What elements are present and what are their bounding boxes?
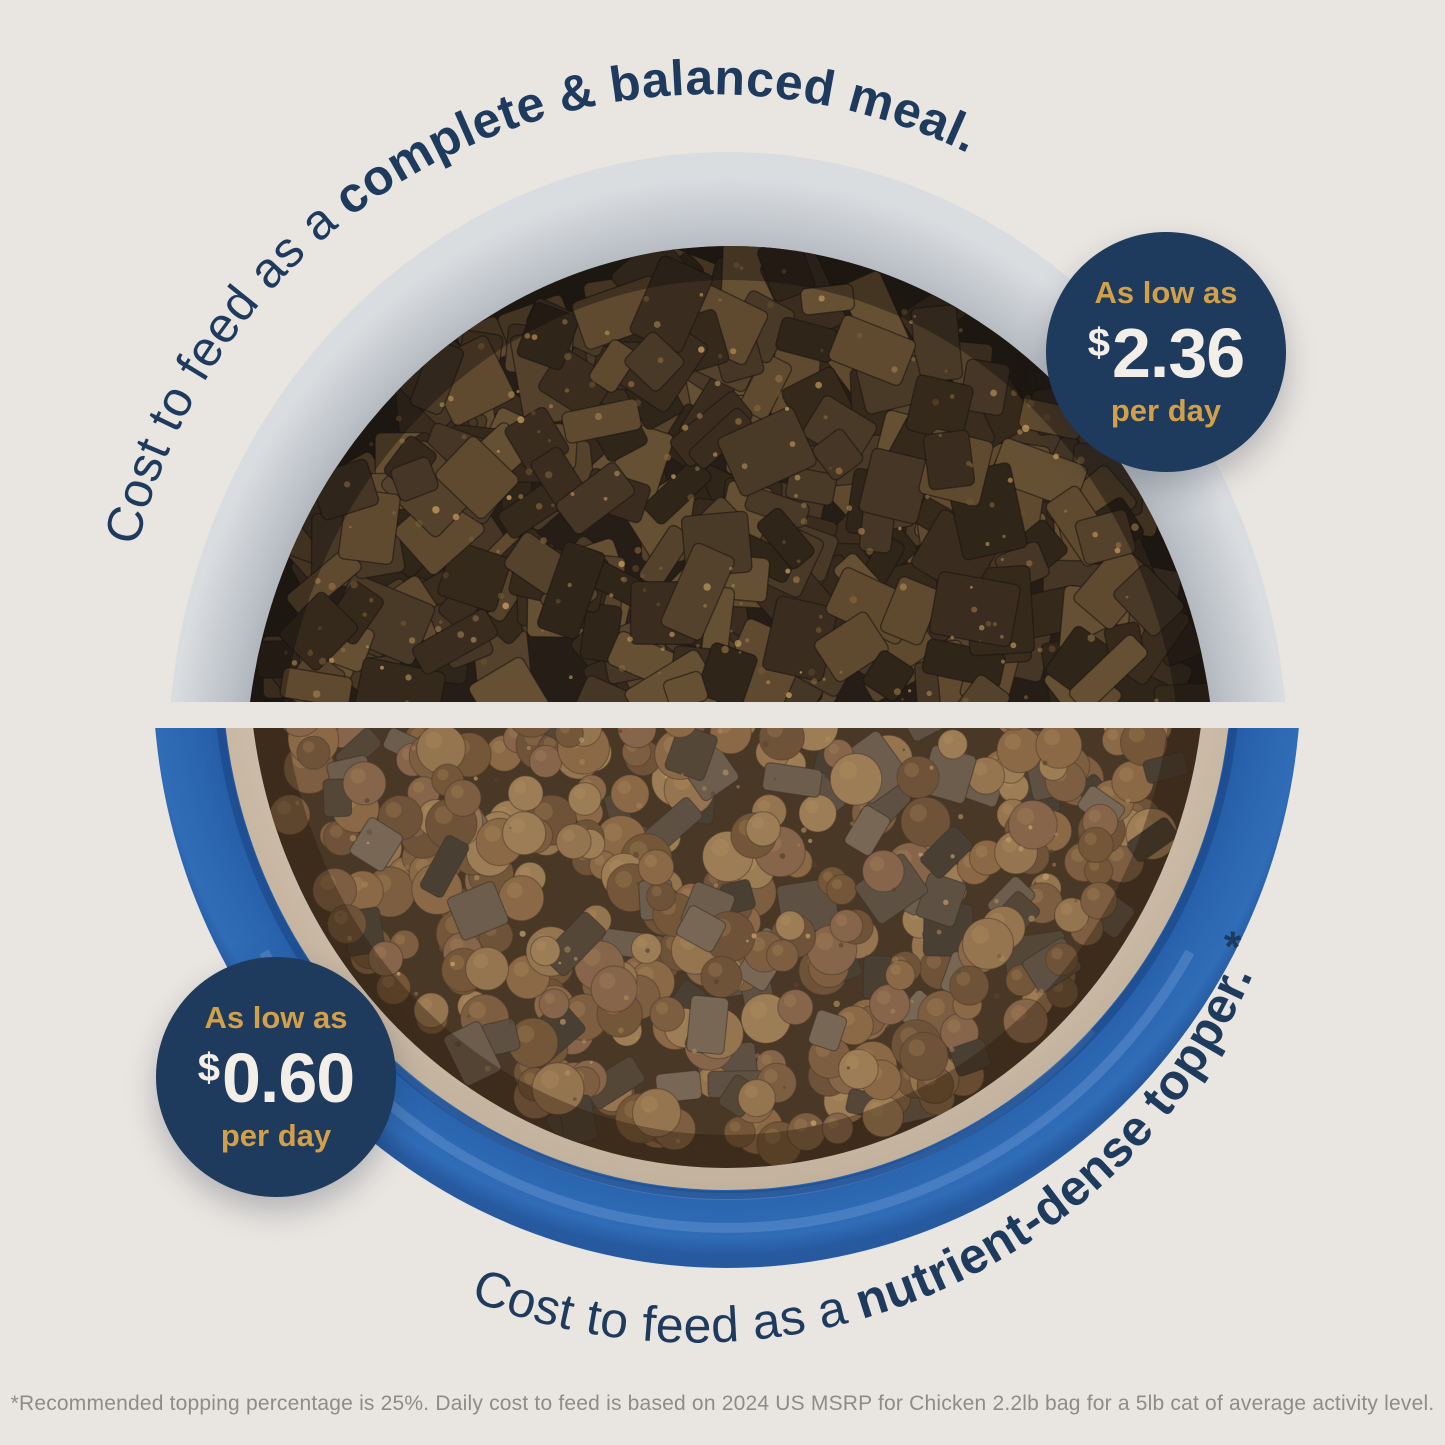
currency-symbol: $ bbox=[1087, 321, 1110, 365]
price-badge-topper: As low as $ 0.60 per day bbox=[156, 957, 396, 1197]
topper-bowl-photo bbox=[0, 728, 1445, 1280]
meal-bowl-photo bbox=[0, 0, 1445, 702]
badge-price: $ 0.60 bbox=[197, 1039, 356, 1117]
topper-bowl-illustration bbox=[155, 728, 1299, 1268]
kibble-speckles-texture bbox=[295, 729, 1131, 1150]
badge-suffix: per day bbox=[220, 1118, 332, 1153]
currency-symbol: $ bbox=[197, 1046, 220, 1090]
blue-rim-crease bbox=[216, 728, 1238, 1199]
price-amount: 2.36 bbox=[1112, 314, 1245, 392]
price-amount: 0.60 bbox=[222, 1039, 355, 1117]
blue-rim-highlight-2 bbox=[358, 1028, 1096, 1201]
badge-price: $ 2.36 bbox=[1087, 314, 1246, 392]
price-badge-meal: As low as $ 2.36 per day bbox=[1046, 232, 1286, 472]
badge-prefix: As low as bbox=[1094, 275, 1238, 311]
footnote-disclaimer: *Recommended topping percentage is 25%. … bbox=[10, 1392, 1435, 1415]
badge-prefix: As low as bbox=[204, 1000, 348, 1036]
badge-suffix: per day bbox=[1110, 393, 1222, 428]
kibble-texture bbox=[269, 728, 1190, 1167]
chunk-speckles-texture bbox=[284, 262, 1159, 702]
meal-bowl-illustration bbox=[170, 152, 1286, 702]
